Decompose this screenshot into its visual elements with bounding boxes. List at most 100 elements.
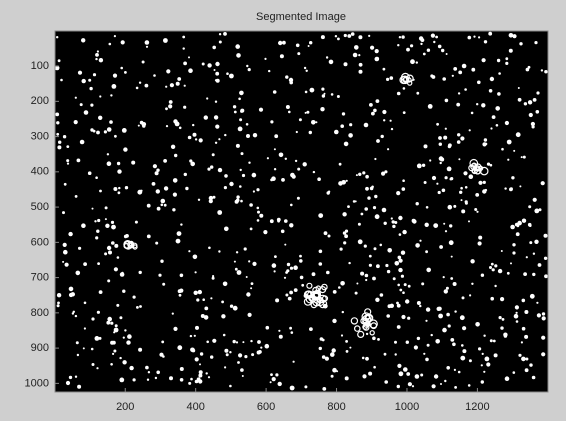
segment-dot [96,367,98,369]
segment-dot [200,352,203,355]
segment-dot [68,232,72,236]
segment-dot [487,163,490,166]
segment-dot [69,293,73,297]
segment-dot [528,100,532,104]
segment-dot [214,69,216,71]
segment-dot [271,176,276,181]
segment-dot [122,290,125,293]
segment-dot [206,97,208,99]
segment-dot [131,161,135,165]
segment-dot [97,219,100,222]
segment-dot [219,41,222,44]
segment-dot [77,354,79,356]
segment-dot [230,305,233,308]
segment-dot [445,128,447,130]
segment-dot [117,162,120,165]
segment-dot [241,152,244,155]
segment-dot [92,363,95,366]
segment-dot [386,314,390,318]
segment-dot [278,41,282,45]
segment-dot [331,375,334,378]
segment-dot [369,264,372,267]
segment-dot [359,70,363,74]
segment-dot [447,167,452,172]
segment-dot [341,180,346,185]
segment-dot [294,288,298,292]
segment-dot [509,33,514,38]
segment-dot [66,381,70,385]
x-tick-label: 800 [327,401,345,413]
segment-dot [67,163,69,165]
y-tick-label: 900 [31,342,49,354]
segment-dot [285,158,287,160]
segment-dot [110,94,112,96]
segment-dot [541,352,545,356]
segment-dot [221,301,224,304]
segment-dot [493,340,496,343]
segment-dot [65,263,69,267]
segment-dot [218,138,220,140]
segment-dot [336,370,338,372]
segment-dot [398,268,402,272]
segment-dot [118,191,121,194]
segment-dot [510,225,515,230]
segment-dot [461,199,463,201]
segment-dot [256,188,259,191]
segment-dot [429,159,431,161]
segment-dot [405,299,409,303]
segment-dot [183,47,185,49]
segment-dot [462,296,465,299]
segment-dot [156,189,160,193]
segment-dot [420,374,423,377]
segment-dot [299,259,303,263]
segment-dot [516,312,518,314]
segment-dot [75,376,77,378]
segment-dot [374,247,377,250]
segment-dot [408,382,412,386]
segment-dot [83,347,85,349]
segment-dot [297,168,300,171]
segment-dot [118,187,120,189]
segment-dot [157,207,161,211]
segment-dot [544,274,548,278]
segment-dot [168,104,172,108]
segment-dot [287,263,290,266]
segment-dot [365,274,369,278]
segment-dot [122,360,126,364]
segment-dot [57,302,60,305]
segment-dot [344,62,348,66]
segment-dot [452,75,454,77]
segment-dot [513,150,515,152]
segment-dot [162,355,165,358]
segment-dot [358,223,361,226]
segment-dot [274,270,276,272]
y-tick-label: 700 [31,272,49,284]
y-tick-label: 100 [31,60,49,72]
segment-dot [81,38,85,42]
segment-dot [235,44,240,49]
segment-dot [199,138,203,142]
segment-dot [449,224,452,227]
segment-dot [399,233,402,236]
segment-dot [512,34,516,38]
segment-dot [428,104,433,109]
segment-dot [275,373,278,376]
segment-dot [64,183,67,186]
segment-dot [285,75,288,78]
segment-dot [238,98,241,101]
segment-dot [81,223,86,228]
segment-dot [453,205,456,208]
segment-dot [342,311,344,313]
segment-dot [188,68,193,73]
segment-dot [242,174,245,177]
segment-dot [431,334,433,336]
segment-dot [343,241,346,244]
segment-dot [426,206,429,209]
segment-dot [397,44,399,46]
segment-dot [399,36,401,38]
segment-dot [123,147,127,151]
segment-dot [123,337,125,339]
segment-dot [505,121,509,125]
segment-dot [77,159,81,163]
segment-dot [229,385,232,388]
